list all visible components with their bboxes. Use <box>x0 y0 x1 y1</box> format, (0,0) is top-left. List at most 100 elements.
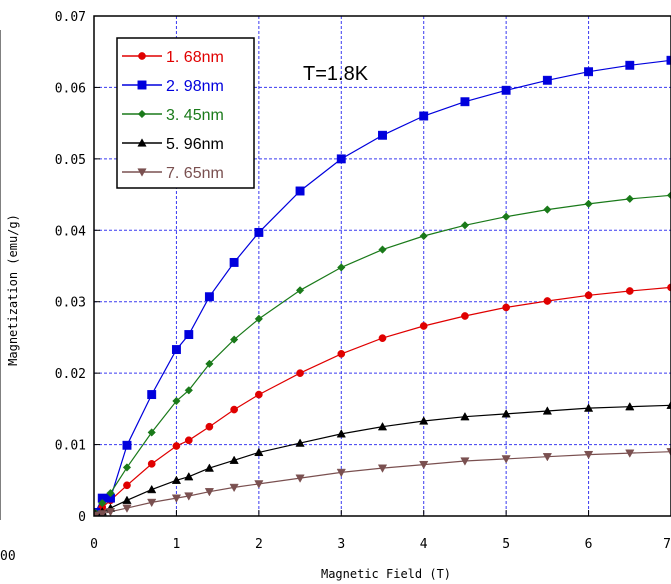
data-point <box>184 386 193 395</box>
data-point <box>378 334 387 342</box>
legend-label: 5. 96nm <box>166 136 224 153</box>
data-point <box>122 495 132 504</box>
data-point <box>255 390 263 399</box>
data-point <box>460 411 470 421</box>
data-point <box>171 475 182 484</box>
data-point <box>502 303 510 312</box>
series-markers <box>94 55 671 516</box>
data-point <box>419 322 428 330</box>
data-point <box>625 60 635 70</box>
data-point <box>122 463 132 472</box>
x-axis-ticks: 0 1 2 3 4 5 6 7 <box>90 510 671 552</box>
x-tick-label: 1 <box>173 537 181 552</box>
data-point <box>184 330 194 340</box>
data-point <box>336 468 346 478</box>
data-point <box>419 416 429 425</box>
legend-marker <box>137 138 147 147</box>
data-point <box>583 450 594 460</box>
data-point <box>295 438 305 447</box>
data-point <box>667 283 671 292</box>
data-point <box>147 484 157 494</box>
data-point <box>336 429 346 438</box>
plot-frame <box>93 15 671 517</box>
x-axis-title: Magnetic Field (T) <box>321 567 451 581</box>
data-point <box>337 263 346 272</box>
x-tick-label: 2 <box>255 537 263 552</box>
data-point <box>377 421 388 431</box>
data-point <box>147 460 156 468</box>
data-point <box>419 111 429 121</box>
x-tick-label: 3 <box>337 537 345 552</box>
data-point <box>625 449 635 458</box>
data-point <box>666 448 671 457</box>
data-point <box>419 460 429 470</box>
data-point <box>106 488 115 498</box>
y-tick-label: 0.06 <box>55 81 86 96</box>
neighbor-plot-edge: 00 <box>0 30 16 564</box>
data-point <box>295 474 305 483</box>
data-point <box>229 483 239 493</box>
legend-marker <box>137 109 147 119</box>
data-point <box>543 205 552 214</box>
data-point <box>254 314 264 324</box>
y-tick-label: 0.07 <box>55 10 86 25</box>
data-point <box>625 194 634 204</box>
data-point <box>460 97 470 107</box>
data-point <box>254 480 264 489</box>
data-point <box>666 191 671 200</box>
data-point <box>97 510 107 516</box>
legend-label: 2. 98nm <box>166 78 224 95</box>
data-point <box>172 396 181 406</box>
legend-label: 3. 45nm <box>166 107 224 124</box>
data-point <box>171 494 182 503</box>
x-tick-label: 0 <box>90 537 98 552</box>
data-point <box>98 498 107 508</box>
x-tick-label: 5 <box>502 537 510 552</box>
data-point <box>337 350 346 358</box>
temperature-annotation: T=1.8K <box>303 63 369 85</box>
data-point <box>625 287 634 295</box>
legend-label: 1. 68nm <box>166 49 224 66</box>
legend-label: 7. 65nm <box>166 165 224 182</box>
data-point <box>123 481 131 490</box>
data-point <box>295 286 305 295</box>
data-point <box>147 428 156 437</box>
data-point <box>295 186 305 196</box>
x-tick-label: 6 <box>585 537 593 552</box>
data-point <box>666 400 671 409</box>
data-point <box>501 455 511 464</box>
y-tick-label: 0.01 <box>55 439 86 454</box>
legend-marker <box>137 80 147 90</box>
data-point <box>378 130 387 140</box>
data-point <box>172 442 181 450</box>
data-point <box>204 463 215 472</box>
data-point <box>543 297 552 305</box>
partial-tick-label: 00 <box>0 549 16 564</box>
data-point <box>378 245 387 254</box>
data-point <box>147 498 157 508</box>
data-point <box>204 488 215 497</box>
data-point <box>583 403 594 412</box>
data-point <box>625 401 635 411</box>
legend: 1. 68nm 2. 98nm 3. 45nm 5. 96nm 7. 65nm <box>116 37 255 189</box>
data-point <box>296 369 304 377</box>
data-point <box>501 409 511 418</box>
data-point <box>542 406 552 415</box>
data-point <box>460 457 470 466</box>
data-point <box>461 312 469 320</box>
y-tick-label: 0 <box>78 510 86 525</box>
data-point <box>229 455 239 464</box>
data-point <box>229 335 239 344</box>
data-point <box>377 464 388 473</box>
series-line <box>94 404 671 516</box>
data-point <box>584 291 593 300</box>
legend-marker <box>138 52 146 60</box>
y-axis-title: Magnetization (emu/g) <box>6 214 20 366</box>
y-axis-ticks: 0 0.01 0.02 0.03 0.04 0.05 0.06 0.07 <box>55 10 100 525</box>
y-tick-label: 0.02 <box>55 367 86 382</box>
data-point <box>419 231 428 241</box>
data-point <box>147 390 157 400</box>
data-point <box>542 75 552 85</box>
data-point <box>501 85 511 95</box>
